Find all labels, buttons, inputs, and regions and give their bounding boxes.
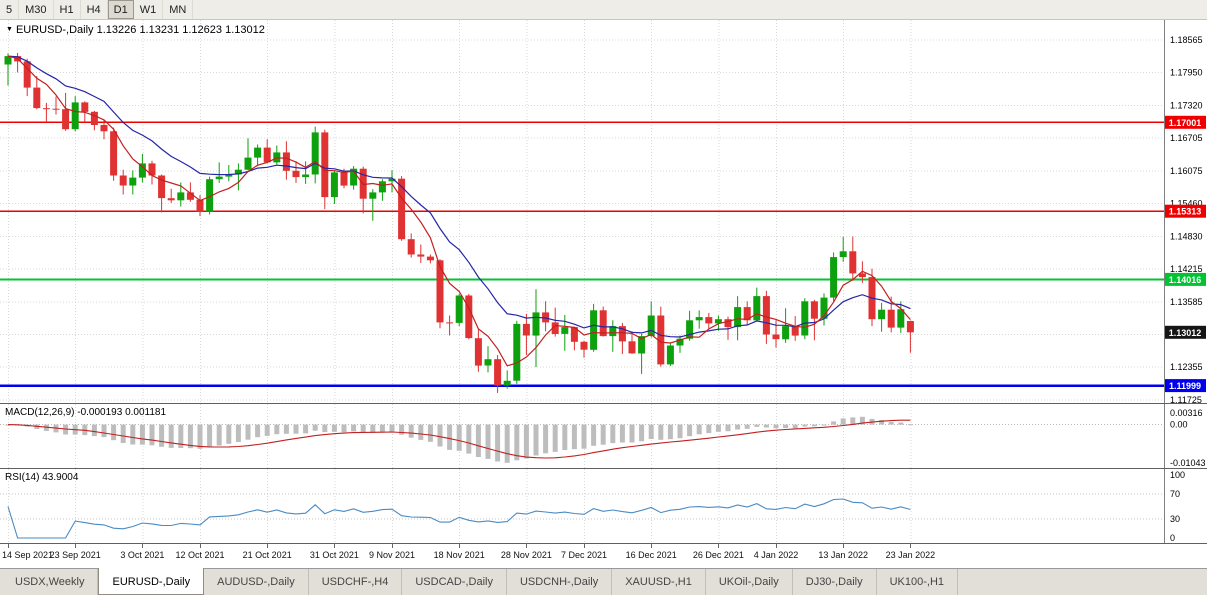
timeframe-button-h4[interactable]: H4	[81, 0, 108, 19]
price-axis-label: 1.15460	[1170, 198, 1203, 208]
macd-axis-label: 0.00316	[1170, 408, 1203, 418]
timeframe-button-w1[interactable]: W1	[134, 0, 164, 19]
chart-ohlc-quote: 1.13226 1.13231 1.12623 1.13012	[96, 24, 265, 36]
price-tag	[1165, 325, 1206, 339]
chart-tab-uk100-h1[interactable]: UK100-,H1	[877, 569, 959, 595]
chart-tab-usdx-weekly[interactable]: USDX,Weekly	[2, 569, 99, 595]
price-tag	[1165, 379, 1206, 393]
svg-text:1.14016: 1.14016	[1169, 275, 1202, 285]
chart-tab-audusd-daily[interactable]: AUDUSD-,Daily	[204, 569, 309, 595]
macd-panel-canvas[interactable]: 0.00316 0.00 -0.01043	[0, 404, 1207, 469]
time-axis-label: 21 Oct 2021	[242, 550, 292, 560]
macd-values: -0.000193 0.001181	[77, 407, 167, 418]
price-axis-label: 1.17950	[1170, 67, 1203, 77]
timeframe-button-5[interactable]: 5	[0, 0, 20, 19]
timeframe-toolbar: 5 M30 H1 H4 D1 W1 MN	[0, 0, 1207, 20]
rsi-name: RSI(14)	[5, 472, 40, 483]
time-axis-tick	[526, 544, 527, 548]
time-axis-tick	[843, 544, 844, 548]
timeframe-button-h1[interactable]: H1	[54, 0, 81, 19]
macd-name: MACD(12,26,9)	[5, 407, 75, 418]
chart-tab-usdcad-daily[interactable]: USDCAD-,Daily	[402, 569, 507, 595]
price-axis-label: 1.17320	[1170, 101, 1203, 111]
price-axis-label: 1.13585	[1170, 297, 1203, 307]
rsi-panel-canvas[interactable]: 100 70 30 0	[0, 469, 1207, 544]
timeframe-button-mn[interactable]: MN	[163, 0, 194, 19]
time-axis-tick	[267, 544, 268, 548]
time-axis-tick	[200, 544, 201, 548]
time-axis-label: 4 Jan 2022	[753, 550, 799, 560]
chart-tab-xauusd-h1[interactable]: XAUUSD-,H1	[612, 569, 706, 595]
time-axis-tick	[776, 544, 777, 548]
macd-axis-label: 0.00	[1170, 420, 1188, 430]
time-axis-label: 23 Jan 2022	[885, 550, 936, 560]
chart-symbol-period: EURUSD-,Daily	[15, 24, 94, 36]
chart-dropdown-icon[interactable]: ▼	[6, 26, 13, 33]
price-axis-label: 1.12355	[1170, 362, 1203, 372]
time-axis-tick	[459, 544, 460, 548]
price-axis-label: 1.11725	[1170, 395, 1202, 404]
rsi-axis-label: 100	[1170, 470, 1185, 480]
time-axis-tick	[392, 544, 393, 548]
chart-tab-ukoil-daily[interactable]: UKOil-,Daily	[706, 569, 793, 595]
time-axis-label: 7 Dec 2021	[560, 550, 608, 560]
macd-indicator-label: MACD(12,26,9) -0.000193 0.001181	[5, 407, 166, 418]
rsi-axis-label: 0	[1170, 533, 1175, 543]
svg-text:1.17001: 1.17001	[1169, 118, 1202, 128]
rsi-indicator-label: RSI(14) 43.9004	[5, 472, 78, 483]
timeframe-button-d1[interactable]: D1	[107, 0, 134, 19]
price-tag	[1165, 115, 1206, 129]
time-axis-label: 28 Nov 2021	[500, 550, 552, 560]
rsi-value: 43.9004	[42, 472, 79, 483]
time-axis-label: 26 Dec 2021	[692, 550, 744, 560]
chart-tab-eurusd-daily[interactable]: EURUSD-,Daily	[98, 568, 205, 595]
time-axis-label: 13 Jan 2022	[818, 550, 868, 560]
price-axis-label: 1.14215	[1170, 264, 1203, 274]
time-axis-tick	[8, 544, 9, 548]
chart-tab-usdchf-h4[interactable]: USDCHF-,H4	[309, 569, 403, 595]
chart-title: ▼ EURUSD-,Daily 1.13226 1.13231 1.12623 1…	[6, 24, 265, 36]
time-axis-tick	[651, 544, 652, 548]
macd-axis-label: -0.01043	[1170, 458, 1206, 468]
chart-tab-usdcnh-daily[interactable]: USDCNH-,Daily	[507, 569, 613, 595]
main-chart-canvas[interactable]: 1.18565 1.17950 1.17320 1.16705 1.16075 1.154…	[0, 20, 1207, 404]
time-axis-tick	[75, 544, 76, 548]
time-axis-label: 3 Oct 2021	[120, 550, 165, 560]
price-tag	[1165, 272, 1206, 286]
time-axis-tick	[334, 544, 335, 548]
svg-text:1.11999: 1.11999	[1169, 381, 1201, 391]
svg-text:1.15313: 1.15313	[1169, 207, 1202, 217]
timeframe-button-m30[interactable]: M30	[19, 0, 54, 19]
time-axis-label: 9 Nov 2021	[368, 550, 416, 560]
chart-window: 1.18565 1.17950 1.17320 1.16705 1.16075 1.154…	[0, 20, 1207, 568]
chart-tab-dj30-daily[interactable]: DJ30-,Daily	[793, 569, 877, 595]
rsi-axis-label: 30	[1170, 514, 1180, 524]
price-axis-label: 1.16075	[1170, 166, 1203, 176]
price-axis-label: 1.14830	[1170, 232, 1203, 242]
time-axis-label: 12 Oct 2021	[175, 550, 225, 560]
time-axis-tick	[142, 544, 143, 548]
time-axis-label: 23 Sep 2021	[49, 550, 101, 560]
time-axis-label: 31 Oct 2021	[309, 550, 359, 560]
time-axis-label: 18 Nov 2021	[433, 550, 485, 560]
price-axis-label: 1.16705	[1170, 133, 1203, 143]
rsi-axis-label: 70	[1170, 489, 1180, 499]
time-axis[interactable]: 14 Sep 2021 23 Sep 2021 3 Oct 2021 12 Oct 2…	[0, 544, 1207, 568]
price-tag	[1165, 204, 1206, 218]
price-axis-label: 1.18565	[1170, 35, 1203, 45]
chart-tab-bar: USDX,Weekly EURUSD-,Daily AUDUSD-,Daily USD…	[0, 568, 1207, 595]
time-axis-tick	[718, 544, 719, 548]
svg-text:1.13012: 1.13012	[1169, 328, 1202, 338]
time-axis-tick	[584, 544, 585, 548]
time-axis-label: 16 Dec 2021	[625, 550, 677, 560]
time-axis-tick	[910, 544, 911, 548]
time-axis-label: 14 Sep 2021	[2, 550, 54, 560]
